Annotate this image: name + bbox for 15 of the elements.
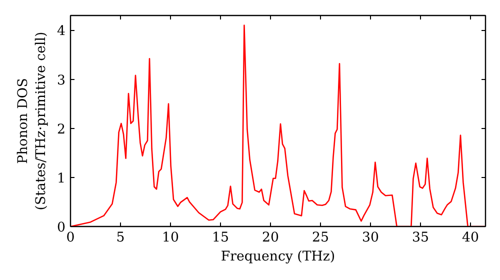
y-axis-title: Phonon DOS (States/THz·primitive cell) [16,32,50,210]
x-tick-label: 35 [412,230,429,246]
x-tick-label: 40 [462,230,479,246]
x-tick-label: 15 [212,230,229,246]
x-tick-label: 20 [262,230,279,246]
x-tick-label: 5 [116,230,125,246]
y-tick-label: 2 [57,122,66,138]
x-tick-label: 10 [162,230,179,246]
x-tick-label: 30 [362,230,379,246]
y-tick-label: 1 [57,171,66,186]
y-tick-label: 4 [57,24,66,40]
y-tick-label: 0 [57,220,66,236]
x-tick-label: 25 [312,230,329,246]
y-tick-label: 3 [57,73,66,88]
x-axis-title: Frequency (THz) [220,250,336,264]
